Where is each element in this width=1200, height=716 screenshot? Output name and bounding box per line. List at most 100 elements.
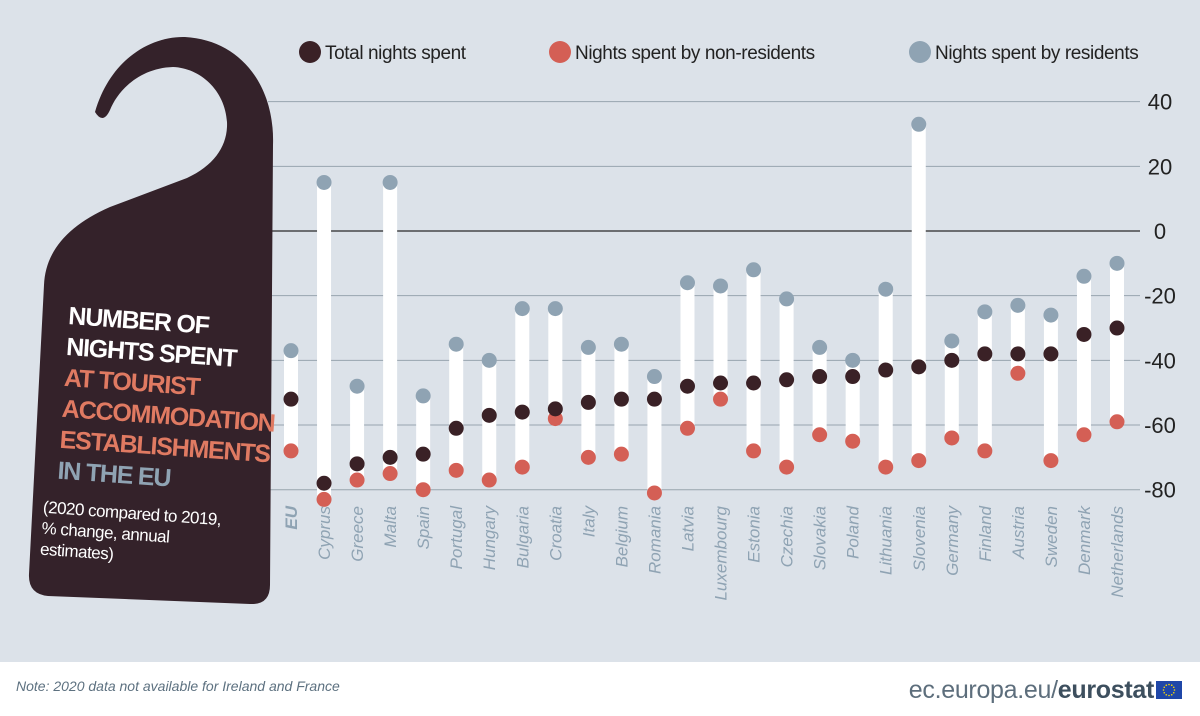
- legend-label: Nights spent by non-residents: [575, 43, 815, 64]
- category-label: Poland: [844, 505, 863, 558]
- door-hanger-tag: [28, 36, 274, 605]
- data-point: [613, 446, 629, 462]
- data-point: [646, 485, 662, 501]
- category-label: Greece: [348, 506, 367, 562]
- range-bar: [1076, 276, 1091, 435]
- data-point: [746, 443, 762, 459]
- data-point: [911, 453, 927, 469]
- data-point: [845, 369, 861, 385]
- data-point: [415, 446, 431, 462]
- range-bar: [878, 289, 893, 468]
- y-tick-label: -60: [1144, 413, 1176, 438]
- data-point: [1043, 453, 1059, 469]
- data-point: [1076, 326, 1092, 342]
- data-point: [944, 352, 960, 368]
- data-point: [1076, 268, 1092, 284]
- data-point: [349, 456, 365, 472]
- data-point: [547, 301, 563, 317]
- eu-flag-icon: [1156, 681, 1182, 699]
- data-point: [812, 427, 828, 443]
- range-bar: [911, 124, 926, 461]
- data-point: [514, 404, 530, 420]
- data-point: [415, 482, 431, 498]
- eurostat-link[interactable]: ec.europa.eu/eurostat: [908, 676, 1155, 705]
- category-label: Czechia: [778, 506, 797, 567]
- data-point: [448, 336, 464, 352]
- data-point: [514, 301, 530, 317]
- data-point: [382, 466, 398, 482]
- data-point: [316, 491, 332, 507]
- category-label: Luxembourg: [712, 505, 731, 600]
- data-point: [283, 343, 299, 359]
- data-point: [911, 116, 927, 132]
- range-bar: [1043, 315, 1058, 461]
- category-label: Germany: [943, 505, 962, 576]
- y-tick-label: 0: [1154, 219, 1166, 244]
- chart-area: 40 20 0 -20 -40 -60 -80 NUMBER OF NIGHTS SPENT AT…: [0, 0, 1200, 662]
- category-label: Slovakia: [811, 506, 830, 570]
- legend-marker: [549, 41, 571, 63]
- range-bar: [713, 285, 728, 400]
- data-point: [779, 372, 795, 388]
- data-point: [878, 362, 894, 378]
- data-point: [283, 391, 299, 407]
- data-point: [316, 475, 332, 491]
- brand-plain: ec.europa.eu/: [908, 676, 1058, 704]
- data-point: [613, 336, 629, 352]
- data-point: [646, 391, 662, 407]
- category-label: Bulgaria: [513, 506, 532, 568]
- data-point: [580, 394, 596, 410]
- range-bar: [416, 395, 431, 490]
- category-label: Denmark: [1075, 505, 1094, 575]
- data-point: [878, 459, 894, 475]
- range-bar: [317, 182, 332, 500]
- category-label: Portugal: [447, 505, 466, 570]
- data-point: [944, 333, 960, 349]
- category-label: Netherlands: [1108, 506, 1127, 598]
- category-label: Spain: [414, 506, 433, 549]
- category-label: EU: [282, 505, 301, 529]
- data-point: [1010, 346, 1026, 362]
- data-point: [382, 449, 398, 465]
- y-tick-label: -20: [1144, 284, 1176, 309]
- data-point: [349, 472, 365, 488]
- category-label: Lithuania: [877, 506, 896, 575]
- data-point: [812, 339, 828, 355]
- category-label: Austria: [1009, 506, 1028, 560]
- data-point: [1010, 297, 1026, 313]
- data-point: [646, 369, 662, 385]
- data-point: [812, 369, 828, 385]
- data-point: [911, 359, 927, 375]
- range-bar: [383, 182, 398, 474]
- data-point: [415, 388, 431, 404]
- range-bar: [812, 347, 827, 435]
- data-point: [779, 291, 795, 307]
- category-label: Latvia: [678, 506, 697, 551]
- category-label: Malta: [381, 506, 400, 548]
- data-point: [679, 378, 695, 394]
- data-point: [481, 472, 497, 488]
- y-tick-label: -40: [1144, 348, 1176, 373]
- legend-marker: [299, 41, 321, 63]
- data-point: [481, 407, 497, 423]
- range-bar: [977, 311, 992, 451]
- data-point: [1076, 427, 1092, 443]
- data-point: [547, 401, 563, 417]
- data-point: [713, 278, 729, 294]
- data-point: [746, 262, 762, 278]
- data-point: [1043, 346, 1059, 362]
- data-point: [283, 443, 299, 459]
- range-bar: [680, 282, 695, 429]
- category-label: Cyprus: [315, 506, 334, 560]
- data-point: [481, 352, 497, 368]
- legend-label: Nights spent by residents: [935, 43, 1138, 64]
- data-point: [1109, 255, 1125, 271]
- range-bar: [548, 308, 563, 419]
- range-bar: [1110, 263, 1124, 422]
- data-point: [613, 391, 629, 407]
- data-point: [746, 375, 762, 391]
- category-label: Italy: [579, 505, 598, 538]
- data-point: [713, 375, 729, 391]
- data-point: [580, 339, 596, 355]
- data-point: [448, 462, 464, 478]
